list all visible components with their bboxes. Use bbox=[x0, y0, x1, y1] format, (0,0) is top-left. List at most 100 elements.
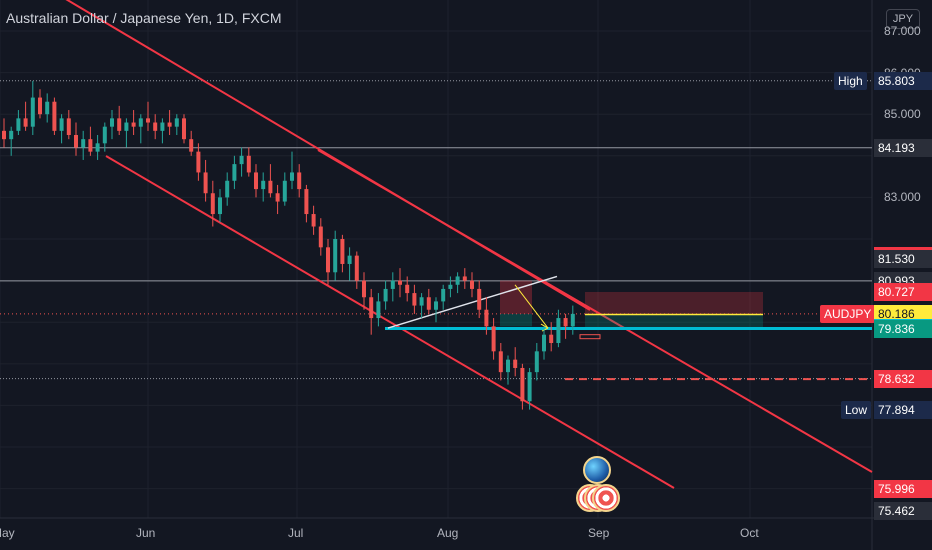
candle-body bbox=[534, 351, 539, 373]
price-tag: 85.803 bbox=[874, 71, 932, 90]
candle-body bbox=[441, 288, 446, 302]
candle-body bbox=[304, 189, 309, 215]
price-label: AUDJPY bbox=[820, 304, 876, 323]
candle-body bbox=[45, 101, 50, 115]
candle-body bbox=[513, 359, 518, 368]
candle-body bbox=[383, 288, 388, 302]
candle-body bbox=[477, 288, 482, 310]
candle-body bbox=[398, 280, 402, 285]
candle-body bbox=[88, 139, 93, 152]
candle-body bbox=[210, 193, 215, 215]
axis-tick-label: 87.000 bbox=[884, 24, 921, 38]
candle-body bbox=[326, 247, 330, 273]
candle-body bbox=[455, 276, 460, 285]
candle-body bbox=[74, 135, 78, 148]
candle-body bbox=[160, 122, 165, 131]
candle-body bbox=[246, 155, 251, 173]
candle-body bbox=[9, 130, 14, 140]
candle-body bbox=[354, 255, 359, 281]
marker-box bbox=[579, 334, 601, 340]
candle-body bbox=[261, 180, 266, 190]
price-tag: 78.632 bbox=[874, 370, 932, 389]
price-tag: 80.186 bbox=[874, 305, 932, 324]
candle-body bbox=[167, 122, 172, 127]
candle-body bbox=[412, 293, 417, 306]
time-label: May bbox=[0, 526, 15, 540]
candle-body bbox=[570, 313, 575, 327]
price-tag: 77.894 bbox=[874, 400, 932, 419]
candle-body bbox=[59, 118, 64, 131]
candle-body bbox=[110, 118, 114, 127]
candle-body bbox=[153, 122, 158, 131]
candle-body bbox=[340, 239, 345, 264]
price-tag: 79.836 bbox=[874, 320, 932, 339]
time-label: Aug bbox=[437, 526, 459, 540]
candle-body bbox=[268, 180, 273, 194]
candle-body bbox=[225, 180, 230, 198]
candle-body bbox=[290, 172, 294, 181]
candle-body bbox=[542, 334, 546, 352]
candle-body bbox=[419, 297, 424, 306]
candle-body bbox=[448, 284, 453, 289]
channel-upper-left bbox=[65, 0, 591, 311]
rising-trendline bbox=[387, 275, 558, 329]
candle-body bbox=[462, 276, 467, 281]
candle-body bbox=[390, 280, 395, 289]
candle-body bbox=[52, 101, 57, 131]
candle-body bbox=[282, 180, 287, 202]
price-tag: 84.193 bbox=[874, 138, 932, 157]
candle-body bbox=[527, 372, 532, 402]
candle-body bbox=[376, 301, 381, 319]
candle-body bbox=[23, 118, 28, 127]
time-label: Jul bbox=[288, 526, 304, 540]
time-label: Sep bbox=[588, 526, 610, 540]
candle-body bbox=[362, 280, 366, 298]
candle-body bbox=[16, 118, 21, 131]
candle-body bbox=[124, 122, 129, 131]
target-icon[interactable] bbox=[576, 484, 620, 512]
arrow-head bbox=[540, 323, 549, 329]
candle-body bbox=[556, 318, 561, 344]
candle-body bbox=[520, 367, 525, 402]
price-label: Low bbox=[841, 400, 872, 419]
candle-body bbox=[239, 155, 244, 165]
price-tag: 81.530 bbox=[874, 249, 932, 268]
arrow-head bbox=[541, 327, 549, 332]
candle-body bbox=[347, 255, 352, 264]
candle-body bbox=[196, 151, 201, 173]
candle-body bbox=[81, 139, 86, 148]
candle-body bbox=[189, 139, 194, 152]
earth-icon[interactable] bbox=[583, 456, 611, 484]
candle-body bbox=[138, 118, 143, 127]
candle-body bbox=[203, 172, 208, 194]
symbol-title[interactable]: Australian Dollar / Japanese Yen, 1D, FX… bbox=[6, 10, 282, 26]
candle-body bbox=[232, 164, 237, 181]
candle-body bbox=[254, 172, 258, 190]
candle-body bbox=[131, 122, 136, 127]
currency-badge[interactable]: JPY bbox=[886, 9, 920, 29]
candle-body bbox=[311, 214, 316, 227]
candle-body bbox=[38, 97, 42, 115]
candle-body bbox=[369, 297, 374, 319]
profit-zone bbox=[585, 314, 763, 329]
candle-body bbox=[549, 334, 554, 344]
candle-body bbox=[426, 297, 431, 310]
candle-body bbox=[434, 301, 438, 310]
projection-arrow bbox=[514, 284, 549, 329]
time-label: Oct bbox=[740, 526, 759, 540]
stop-zone bbox=[585, 291, 763, 315]
channel-upper-line bbox=[317, 149, 873, 473]
candle-body bbox=[275, 193, 280, 202]
price-tag: 75.996 bbox=[874, 479, 932, 498]
axis-tick-label: 85.000 bbox=[884, 107, 921, 122]
candle-body bbox=[491, 326, 496, 352]
candle-body bbox=[146, 118, 150, 123]
price-label: High bbox=[834, 71, 867, 90]
candle-body bbox=[102, 126, 107, 144]
candle-body bbox=[484, 309, 489, 327]
candle-body bbox=[318, 226, 323, 248]
candle-body bbox=[218, 197, 222, 215]
candle-body bbox=[506, 359, 510, 373]
